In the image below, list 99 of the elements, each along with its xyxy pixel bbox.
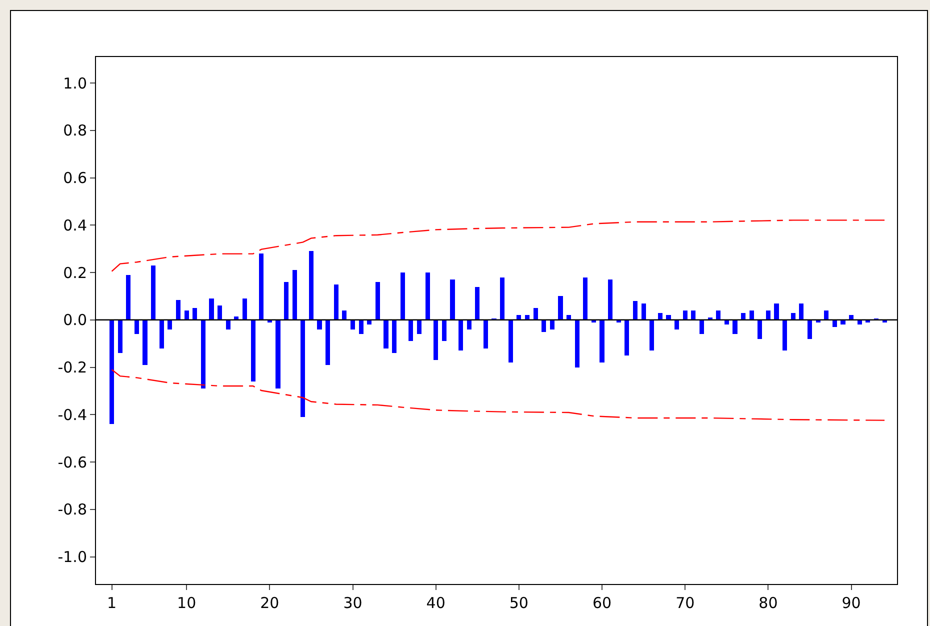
bar [176, 300, 181, 320]
bar [840, 320, 846, 325]
bar [350, 320, 356, 330]
x-tick-label: 10 [177, 594, 196, 612]
bar [741, 312, 746, 320]
bar [550, 320, 554, 330]
bar [624, 320, 630, 356]
bar [142, 320, 148, 365]
bar [408, 320, 414, 342]
bar [292, 270, 297, 320]
bar [691, 310, 696, 320]
bar [832, 320, 837, 328]
bar [799, 303, 804, 320]
y-tick-label: 0.6 [63, 169, 87, 188]
bar [632, 300, 638, 320]
bar [766, 310, 770, 320]
line-series [111, 369, 886, 421]
bar [790, 312, 796, 320]
bar [200, 320, 206, 389]
bar [699, 320, 704, 334]
bar [508, 320, 513, 363]
bar [824, 310, 829, 320]
bar [749, 310, 754, 320]
bar [483, 320, 488, 348]
bar [184, 310, 189, 320]
bar [533, 308, 538, 320]
bar [600, 320, 604, 363]
x-tick-label: 60 [592, 594, 612, 612]
x-tick-label: 1 [107, 594, 117, 612]
bar [500, 277, 505, 320]
bar [716, 310, 721, 320]
bar [284, 282, 289, 320]
bar [583, 277, 588, 320]
bar [326, 320, 330, 365]
bar [732, 320, 738, 334]
bar [334, 284, 338, 320]
bar [416, 320, 422, 334]
bar [425, 272, 430, 320]
bar [375, 282, 380, 320]
y-tick-label: 0.0 [63, 311, 87, 330]
x-tick-label: 80 [758, 594, 778, 612]
bar [218, 306, 222, 320]
bar [342, 310, 347, 320]
bar [807, 320, 812, 339]
x-tick-label: 20 [260, 594, 280, 612]
x-tick-label: 70 [676, 594, 695, 612]
bar [242, 298, 248, 320]
bar [250, 320, 256, 382]
x-tick-label: 30 [343, 594, 362, 612]
bar [475, 286, 480, 320]
bar [192, 308, 198, 320]
bar [458, 320, 464, 351]
bar [400, 272, 405, 320]
bar [782, 320, 788, 351]
bar [317, 320, 322, 330]
bar [110, 320, 114, 424]
bar [134, 320, 139, 334]
bar [151, 265, 156, 320]
y-tick-label: 0.4 [63, 216, 87, 234]
bar [682, 310, 688, 320]
line-series [111, 220, 886, 272]
y-tick-label: 1.0 [63, 74, 87, 92]
bar [641, 303, 646, 320]
bar [608, 280, 613, 320]
y-tick-label: -0.4 [58, 406, 87, 424]
y-tick-label: -0.2 [58, 358, 87, 377]
x-tick-label: 40 [426, 594, 446, 612]
bar [758, 320, 762, 339]
bar [300, 320, 306, 418]
bar [392, 320, 397, 354]
bar [276, 320, 280, 389]
y-tick-label: 0.8 [63, 122, 87, 140]
bar [434, 320, 438, 360]
bar [558, 296, 563, 320]
bar [308, 251, 314, 320]
bar [259, 254, 264, 320]
bar [774, 303, 779, 320]
bar [168, 320, 172, 330]
bar [126, 274, 131, 320]
bar [118, 320, 122, 354]
bar [658, 312, 662, 320]
x-tick-label: 90 [842, 594, 861, 612]
y-tick-label: 0.2 [63, 264, 87, 282]
bar [442, 320, 446, 342]
bar [542, 320, 546, 332]
bar [384, 320, 388, 348]
x-tick-label: 50 [509, 594, 528, 612]
y-tick-label: -0.6 [58, 453, 87, 472]
bar [209, 298, 214, 320]
bar [650, 320, 654, 351]
bar [466, 320, 472, 330]
bar [674, 320, 680, 330]
y-tick-label: -0.8 [58, 500, 87, 519]
y-tick-label: -1.0 [58, 548, 87, 566]
bar [159, 320, 164, 348]
bar [574, 320, 580, 368]
bar [358, 320, 364, 334]
bar [226, 320, 230, 330]
bar [450, 280, 455, 320]
